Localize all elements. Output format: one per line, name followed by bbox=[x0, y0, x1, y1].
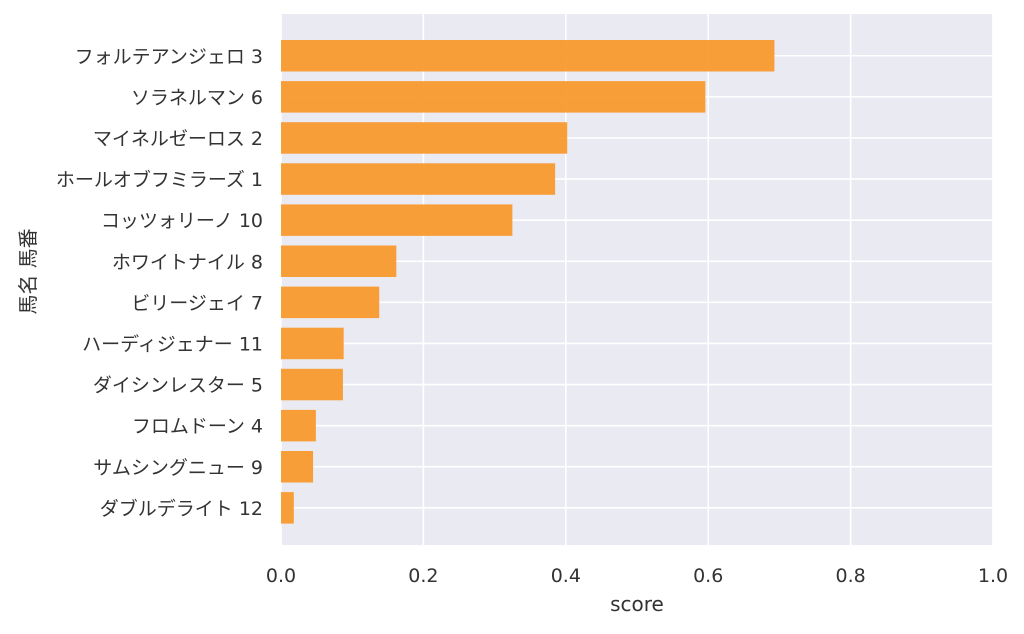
x-tick-label: 0.2 bbox=[408, 565, 438, 587]
category-label: マイネルゼーロス 2 bbox=[93, 128, 263, 150]
bar bbox=[281, 40, 775, 72]
category-label: ハーディジェナー 11 bbox=[82, 333, 263, 355]
category-label: フォルテアンジェロ 3 bbox=[75, 46, 263, 68]
x-tick-labels: 0.0 0.2 0.4 0.6 0.8 1.0 bbox=[266, 565, 1008, 587]
x-tick-label: 0.8 bbox=[835, 565, 865, 587]
category-labels: フォルテアンジェロ 3 ソラネルマン 6 マイネルゼーロス 2 ホールオブフミラーズ … bbox=[56, 46, 263, 520]
category-label: ホールオブフミラーズ 1 bbox=[56, 168, 263, 191]
x-tick-label: 0.6 bbox=[693, 565, 723, 587]
bar bbox=[281, 409, 316, 442]
category-label: サムシングニュー 9 bbox=[93, 457, 263, 479]
x-tick-label: 1.0 bbox=[978, 565, 1008, 587]
category-label: コッツォリーノ 10 bbox=[101, 210, 263, 232]
x-axis-label: score bbox=[610, 592, 664, 616]
category-label: ビリージェイ 7 bbox=[131, 292, 263, 314]
category-label: ホワイトナイル 8 bbox=[112, 251, 263, 273]
bar bbox=[281, 286, 380, 319]
bar bbox=[281, 451, 314, 483]
x-tick-label: 0.0 bbox=[266, 565, 296, 587]
bar bbox=[281, 492, 294, 524]
bar bbox=[281, 245, 397, 277]
category-label: ダブルデライト 12 bbox=[100, 497, 263, 520]
bar bbox=[281, 81, 706, 113]
y-axis-label: 馬名 馬番 bbox=[16, 228, 40, 314]
category-label: ダイシンレスター 5 bbox=[93, 375, 263, 397]
category-label: ソラネルマン 6 bbox=[131, 87, 263, 109]
bar bbox=[281, 163, 556, 195]
bar bbox=[281, 327, 344, 360]
bar bbox=[281, 368, 343, 401]
x-tick-label: 0.4 bbox=[551, 565, 581, 587]
bars bbox=[281, 40, 775, 524]
bar bbox=[281, 122, 568, 154]
bar bbox=[281, 204, 513, 236]
category-label: フロムドーン 4 bbox=[132, 416, 263, 438]
